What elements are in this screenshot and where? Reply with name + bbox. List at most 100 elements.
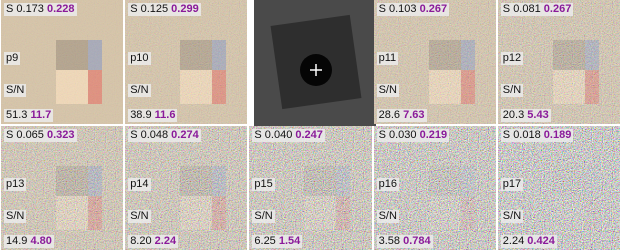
patch-tile: S 0.048 0.274 p14 S/N 8.20 2.24 <box>125 126 247 250</box>
snr-label: 8.20 2.24 <box>128 235 178 248</box>
sigma: S 0.048 <box>130 129 168 141</box>
sn-text: S/N <box>503 210 521 222</box>
patch-tile: S 0.030 0.219 p16 S/N 3.58 0.784 <box>374 126 496 250</box>
snr-label: 6.25 1.54 <box>252 235 302 248</box>
snr: 6.25 <box>254 235 275 247</box>
target-image <box>254 0 376 126</box>
sigma-label: S 0.048 0.274 <box>128 129 201 142</box>
sn-label: S/N <box>377 84 399 97</box>
snr: 20.3 <box>503 109 524 121</box>
sn-text: S/N <box>379 210 397 222</box>
sigma-value: 0.299 <box>171 3 199 15</box>
patch-tile: S 0.040 0.247 p15 S/N 6.25 1.54 <box>249 126 371 250</box>
patch-tile: S 0.173 0.228 p9 S/N 51.3 11.7 <box>1 0 123 124</box>
snr: 28.6 <box>379 109 400 121</box>
sigma-label: S 0.125 0.299 <box>128 3 201 16</box>
sigma-label: S 0.018 0.189 <box>501 129 574 142</box>
snr: 3.58 <box>379 235 400 247</box>
sigma-label: S 0.030 0.219 <box>377 129 450 142</box>
patch-tile: S 0.018 0.189 p17 S/N 2.24 0.424 <box>498 126 620 250</box>
sigma: S 0.173 <box>6 3 44 15</box>
patch-label: p10 <box>130 52 148 64</box>
snr-value: 11.6 <box>155 109 176 121</box>
patch-label: p13 <box>6 178 24 190</box>
snr-value: 0.784 <box>403 235 431 247</box>
sn-label: S/N <box>4 84 26 97</box>
sn-text: S/N <box>6 210 24 222</box>
patch-name: p16 <box>377 178 399 191</box>
patch-tile: S 0.081 0.267 p12 S/N 20.3 5.43 <box>498 0 620 124</box>
sn-label: S/N <box>377 210 399 223</box>
snr: 2.24 <box>503 235 524 247</box>
patch-tile: S 0.125 0.299 p10 S/N 38.9 11.6 <box>125 0 247 124</box>
sigma: S 0.081 <box>503 3 541 15</box>
patch-label: p11 <box>379 52 397 64</box>
sigma-value: 0.267 <box>420 3 448 15</box>
sn-label: S/N <box>501 210 523 223</box>
snr: 38.9 <box>130 109 151 121</box>
patch-label: p16 <box>379 178 397 190</box>
snr-label: 38.9 11.6 <box>128 109 177 122</box>
patch-name: p9 <box>4 52 20 65</box>
snr: 8.20 <box>130 235 151 247</box>
sn-label: S/N <box>4 210 26 223</box>
sigma-label: S 0.065 0.323 <box>4 129 77 142</box>
sigma-value: 0.219 <box>420 129 448 141</box>
patch-tile: S 0.103 0.267 p11 S/N 28.6 7.63 <box>374 0 496 124</box>
sigma: S 0.040 <box>254 129 292 141</box>
snr-label: 2.24 0.424 <box>501 235 557 248</box>
sigma-value: 0.323 <box>47 129 75 141</box>
sigma-value: 0.189 <box>544 129 572 141</box>
patch-name: p17 <box>501 178 523 191</box>
sigma-value: 0.228 <box>47 3 75 15</box>
sn-text: S/N <box>503 84 521 96</box>
sn-text: S/N <box>254 210 272 222</box>
patch-name: p14 <box>128 178 150 191</box>
sn-text: S/N <box>130 84 148 96</box>
patch-name: p13 <box>4 178 26 191</box>
sn-label: S/N <box>128 84 150 97</box>
sigma-value: 0.274 <box>171 129 199 141</box>
snr-value: 11.7 <box>30 109 51 121</box>
sigma-label: S 0.040 0.247 <box>252 129 325 142</box>
patch-name: p12 <box>501 52 523 65</box>
sigma-value: 0.247 <box>295 129 323 141</box>
sn-text: S/N <box>379 84 397 96</box>
sigma-value: 0.267 <box>544 3 572 15</box>
snr-label: 28.6 7.63 <box>377 109 427 122</box>
sigma: S 0.103 <box>379 3 417 15</box>
patch-name: p11 <box>377 52 399 65</box>
patch-tile: S 0.065 0.323 p13 S/N 14.9 4.80 <box>1 126 123 250</box>
snr-value: 2.24 <box>155 235 176 247</box>
sigma: S 0.065 <box>6 129 44 141</box>
sigma: S 0.018 <box>503 129 541 141</box>
snr-value: 1.54 <box>279 235 300 247</box>
sn-label: S/N <box>128 210 150 223</box>
patch-name: p15 <box>252 178 274 191</box>
snr-label: 20.3 5.43 <box>501 109 551 122</box>
sn-text: S/N <box>130 210 148 222</box>
sn-label: S/N <box>252 210 274 223</box>
patch-label: p14 <box>130 178 148 190</box>
sigma: S 0.030 <box>379 129 417 141</box>
snr-label: 14.9 4.80 <box>4 235 54 248</box>
sigma-label: S 0.081 0.267 <box>501 3 574 16</box>
snr-value: 4.80 <box>30 235 51 247</box>
snr-value: 7.63 <box>403 109 424 121</box>
center-target <box>254 0 376 126</box>
sigma-label: S 0.173 0.228 <box>4 3 77 16</box>
snr: 51.3 <box>6 109 27 121</box>
patch-label: p17 <box>503 178 521 190</box>
patch-label: p9 <box>6 52 18 64</box>
sn-label: S/N <box>501 84 523 97</box>
patch-label: p15 <box>254 178 272 190</box>
patch-label: p12 <box>503 52 521 64</box>
patch-grid: S 0.173 0.228 p9 S/N 51.3 11.7 S 0.125 0.299… <box>0 0 621 252</box>
snr-label: 3.58 0.784 <box>377 235 433 248</box>
snr: 14.9 <box>6 235 27 247</box>
sigma: S 0.125 <box>130 3 168 15</box>
patch-name: p10 <box>128 52 150 65</box>
snr-value: 0.424 <box>527 235 555 247</box>
sn-text: S/N <box>6 84 24 96</box>
snr-value: 5.43 <box>527 109 548 121</box>
